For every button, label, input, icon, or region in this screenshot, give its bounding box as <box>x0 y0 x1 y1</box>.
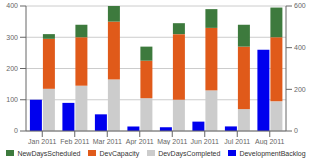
html-text:NewDaysScheduled: NewDaysScheduled <box>17 149 81 157</box>
svg-text:400: 400 <box>294 44 304 51</box>
svg-text:Feb 2011: Feb 2011 <box>60 138 89 145</box>
svg-text:600: 600 <box>294 2 304 9</box>
svg-text:200: 200 <box>8 65 18 72</box>
svg-text:Aug 2011: Aug 2011 <box>255 138 285 145</box>
svg-text:400: 400 <box>8 2 18 9</box>
svg-text:300: 300 <box>8 34 18 41</box>
svg-text:200: 200 <box>294 86 304 93</box>
svg-text:0: 0 <box>14 127 18 134</box>
svg-text:Mar 2011: Mar 2011 <box>93 138 122 145</box>
svg-text:Jan 2011: Jan 2011 <box>28 138 56 145</box>
svg-text:Apr 2011: Apr 2011 <box>126 138 154 145</box>
svg-text:100: 100 <box>8 96 18 103</box>
svg-text:Jun 2011: Jun 2011 <box>191 138 219 145</box>
html-text:DevDaysCompleted: DevDaysCompleted <box>158 149 221 157</box>
html-text:DevCapacity: DevCapacity <box>99 149 140 157</box>
svg-text:0: 0 <box>294 127 298 134</box>
svg-text:May 2011: May 2011 <box>157 138 187 145</box>
svg-text:Jul 2011: Jul 2011 <box>224 138 250 145</box>
html-text:DevelopmentBacklog: DevelopmentBacklog <box>239 149 306 157</box>
